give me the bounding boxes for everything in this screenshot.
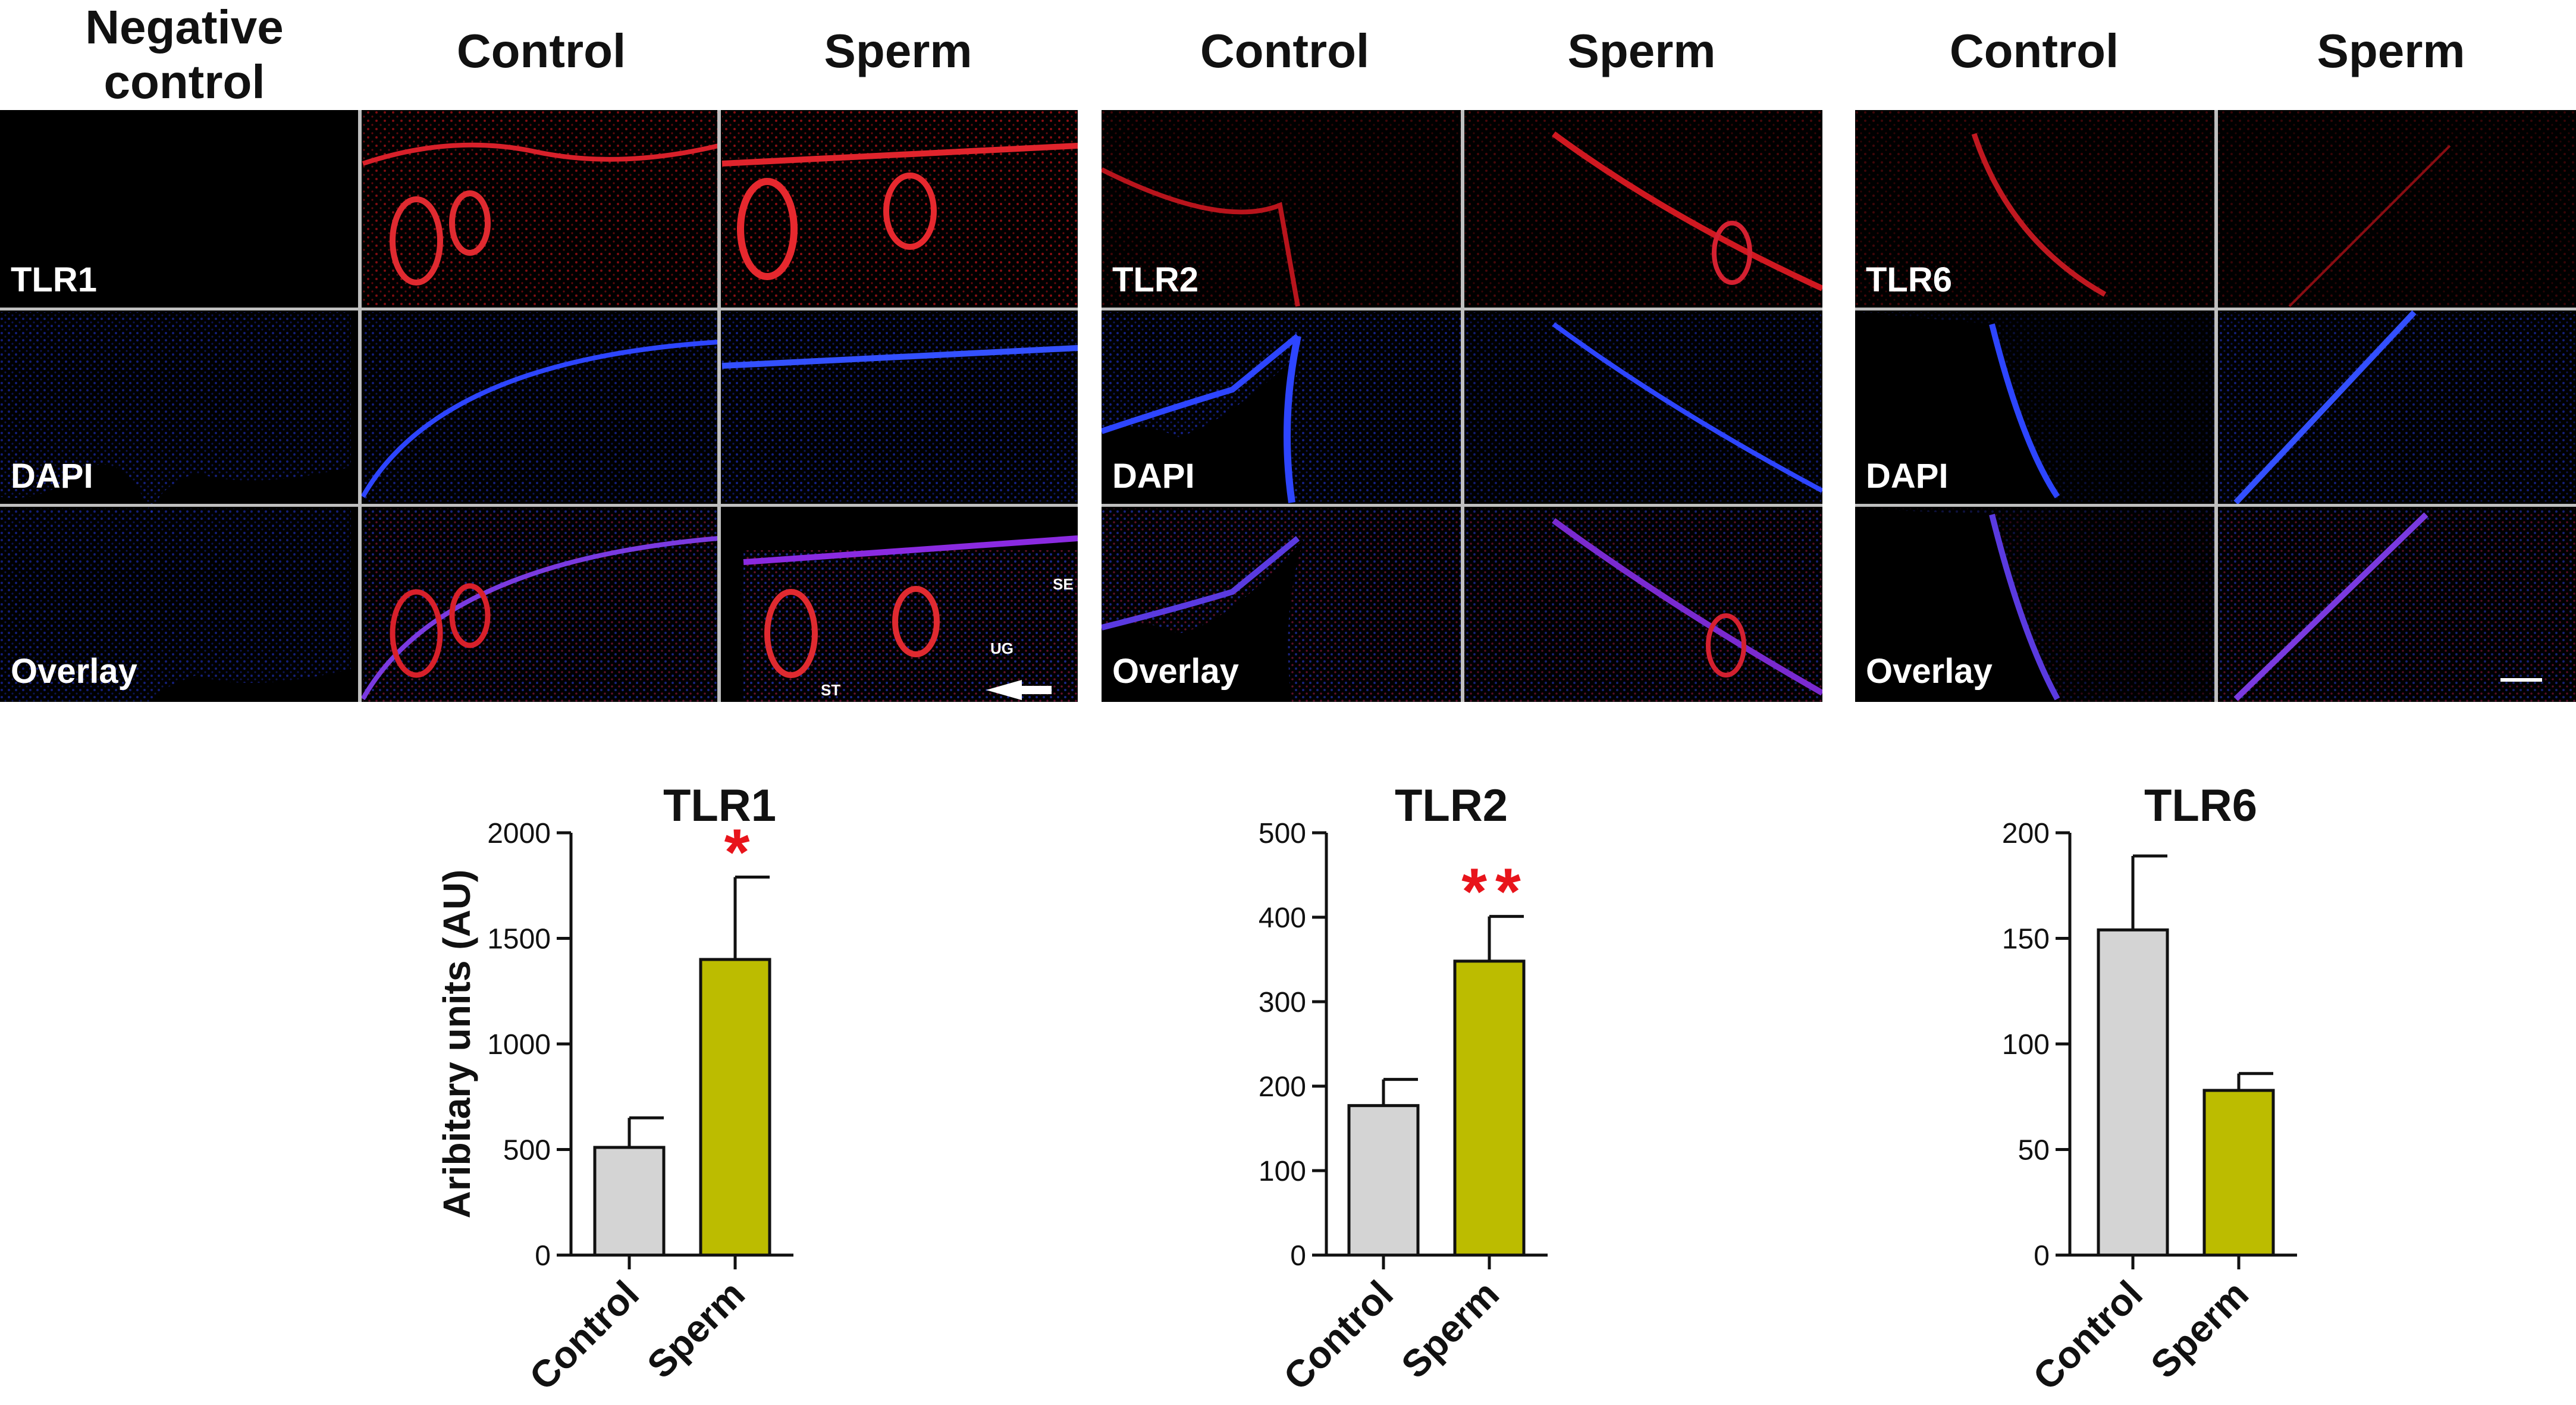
row-label-overlay-1: Overlay [11, 652, 137, 691]
bar-tlr2-sperm [1453, 959, 1526, 1257]
micrograph-panel-tlr2: TLR2 DAPI Overlay [1102, 110, 1822, 702]
micrograph-panel-tlr1: TLR1 DAPI Overlay SE UG ST [0, 110, 1078, 702]
header-group1-control: Control [456, 24, 626, 77]
header-group3-sperm: Sperm [2317, 24, 2465, 77]
x-tick-label-tlr2: Sperm [1393, 1272, 1507, 1387]
x-tick-label-tlr2: Control [1275, 1272, 1401, 1398]
x-tick-label-tlr6: Control [2025, 1272, 2151, 1398]
header-negative-line2: control [103, 55, 265, 108]
y-tick-label-tlr2: 500 [1259, 818, 1306, 849]
row-label-overlay-2: Overlay [1112, 652, 1239, 691]
y-tick-label-tlr2: 300 [1259, 987, 1306, 1018]
micrograph-tiles-tlr1 [0, 110, 1078, 702]
micrograph-panel-tlr6: TLR6 DAPI Overlay [1855, 110, 2576, 702]
annotation-st: ST [821, 681, 841, 699]
header-group1-sperm: Sperm [824, 24, 972, 77]
annotation-ug: UG [990, 639, 1014, 657]
y-tick-label-tlr1: 0 [535, 1240, 551, 1272]
y-tick-label-tlr1: 1000 [487, 1029, 551, 1061]
y-tick-label-tlr1: 2000 [487, 818, 551, 849]
y-tick-label-tlr6: 0 [2034, 1240, 2050, 1272]
bar-tlr1-control [593, 1146, 666, 1257]
scale-bar [2500, 678, 2542, 682]
y-axis-label-tlr1: Aribitary units (AU) [435, 870, 478, 1219]
chart-title-tlr1: TLR1 [663, 780, 776, 831]
row-label-tlr6: TLR6 [1866, 261, 1952, 299]
header-negative-control: Negative control [12, 0, 357, 109]
y-tick-label-tlr1: 500 [503, 1135, 551, 1166]
header-group2-control: Control [1200, 24, 1370, 77]
y-tick-label-tlr6: 150 [2002, 924, 2050, 955]
row-label-dapi-2: DAPI [1112, 457, 1195, 495]
x-tick-label-tlr6: Sperm [2142, 1272, 2257, 1387]
bar-tlr6-control [2097, 928, 2169, 1257]
bar-tlr6-sperm [2202, 1089, 2275, 1257]
y-tick-label-tlr1: 1500 [487, 924, 551, 955]
micrograph-tiles-tlr2 [1102, 110, 1822, 702]
bar-tlr1-sperm [699, 958, 771, 1257]
y-tick-label-tlr6: 100 [2002, 1029, 2050, 1061]
micrograph-tiles-tlr6 [1855, 110, 2576, 702]
y-tick-label-tlr6: 200 [2002, 818, 2050, 849]
row-label-dapi-3: DAPI [1866, 457, 1949, 495]
y-tick-label-tlr2: 100 [1259, 1156, 1306, 1187]
y-tick-label-tlr2: 200 [1259, 1071, 1306, 1103]
row-label-tlr1: TLR1 [11, 261, 97, 299]
y-tick-label-tlr6: 50 [2018, 1135, 2050, 1166]
x-tick-label-tlr1: Control [521, 1272, 647, 1398]
row-label-tlr2: TLR2 [1112, 261, 1198, 299]
chart-title-tlr2: TLR2 [1395, 780, 1508, 831]
header-group3-control: Control [1949, 24, 2119, 77]
y-tick-label-tlr2: 0 [1290, 1240, 1306, 1272]
row-label-dapi-1: DAPI [11, 457, 93, 495]
significance-marker-tlr1: * [724, 816, 758, 889]
significance-marker-tlr2: ** [1461, 855, 1529, 929]
y-tick-label-tlr2: 400 [1259, 902, 1306, 934]
x-tick-label-tlr1: Sperm [639, 1272, 753, 1387]
bar-tlr2-control [1347, 1104, 1420, 1257]
header-group2-sperm: Sperm [1567, 24, 1716, 77]
annotation-se: SE [1053, 575, 1074, 593]
row-label-overlay-3: Overlay [1866, 652, 1993, 691]
header-negative-line1: Negative [85, 1, 284, 54]
chart-title-tlr6: TLR6 [2144, 780, 2257, 831]
